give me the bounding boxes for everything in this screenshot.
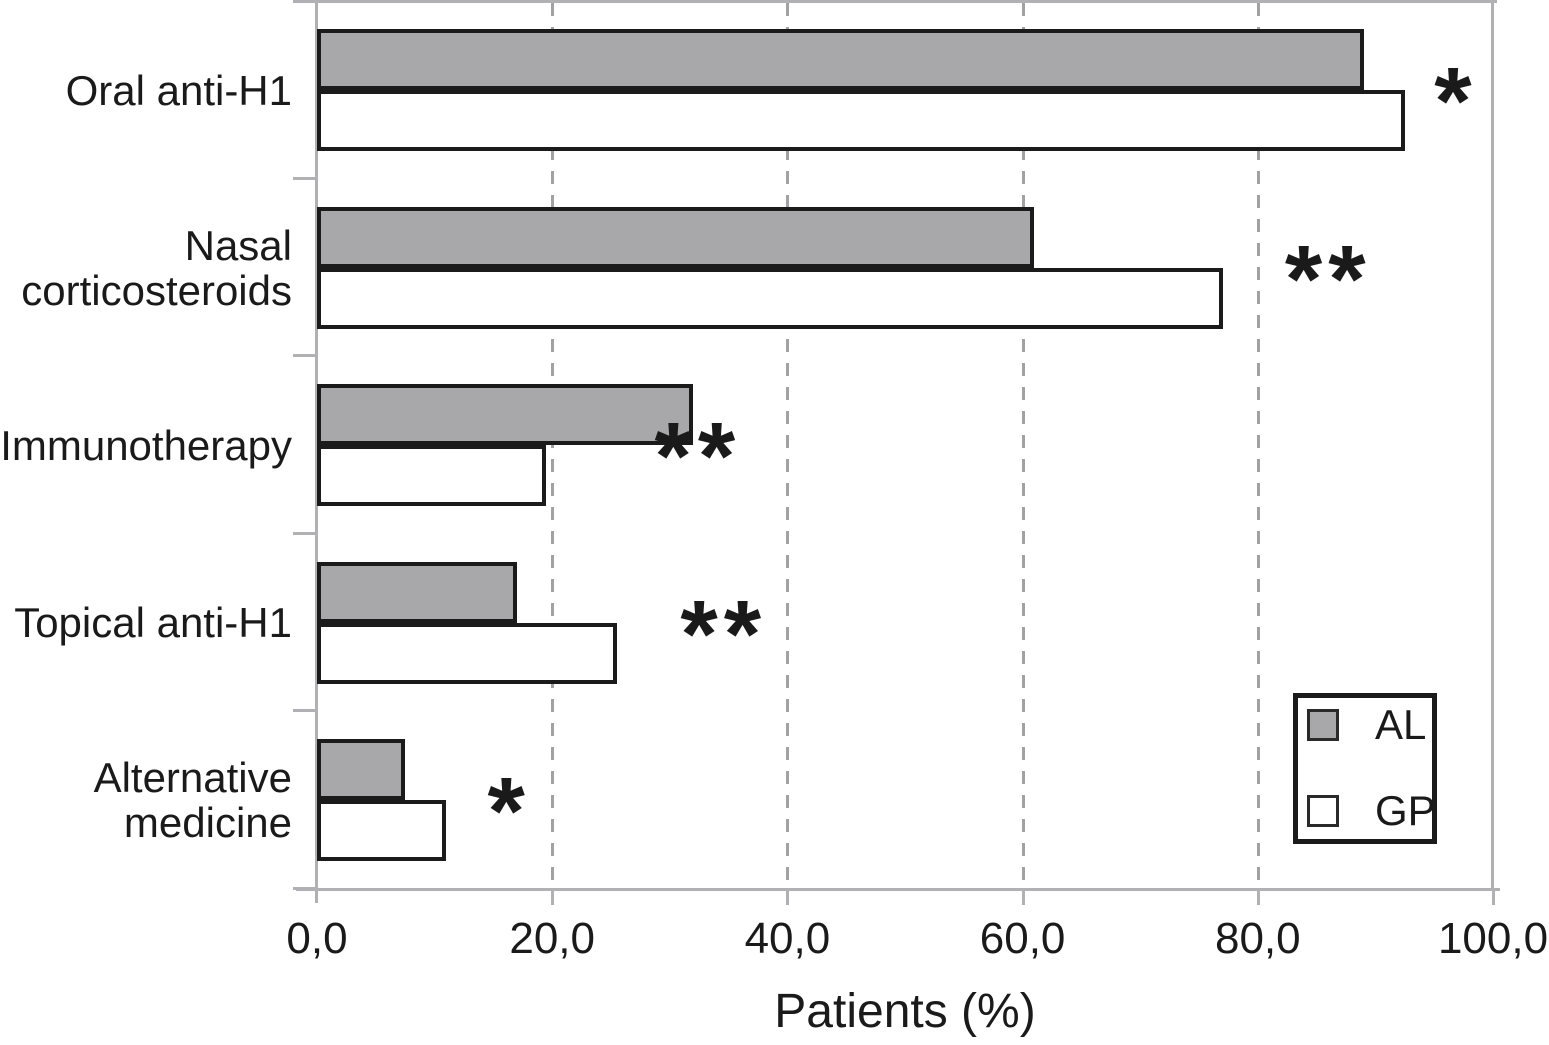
x-axis-title: Patients (%) — [774, 985, 1036, 1038]
category-label: Oral anti-H1 — [0, 68, 292, 113]
gridline-60 — [1021, 3, 1025, 888]
x-tick — [1492, 891, 1495, 905]
plot-right-border — [1491, 0, 1494, 890]
x-tick — [786, 891, 790, 905]
gp-bar — [317, 800, 446, 862]
gp-series-swatch — [1307, 795, 1339, 827]
y-tick — [293, 887, 317, 890]
gridline-40 — [786, 3, 790, 888]
al-bar — [317, 29, 1364, 90]
y-tick — [293, 709, 317, 713]
x-tick-label: 60,0 — [979, 914, 1066, 963]
legend: AL GP — [1293, 693, 1437, 844]
significance-marker: * — [487, 758, 531, 866]
al-bar — [317, 561, 517, 623]
category-label: Alternative medicine — [0, 755, 292, 845]
x-tick-label: 100,0 — [1437, 914, 1549, 963]
x-tick-label: 40,0 — [744, 914, 831, 963]
plot-top-border — [293, 0, 1497, 3]
y-axis-line — [315, 0, 318, 903]
x-tick — [551, 891, 555, 905]
x-tick-label: 0,0 — [286, 914, 348, 963]
y-tick — [293, 531, 317, 535]
category-label-line: medicine — [123, 799, 292, 847]
gp-bar — [317, 622, 617, 684]
al-bar — [317, 739, 405, 801]
category-label: Topical anti-H1 — [0, 600, 292, 645]
x-tick — [1256, 891, 1260, 905]
significance-marker: ** — [1284, 225, 1372, 333]
x-tick-label: 20,0 — [509, 914, 595, 963]
gp-bar — [317, 445, 546, 507]
gp-bar — [317, 90, 1405, 151]
y-tick — [293, 0, 317, 3]
x-tick — [1021, 891, 1025, 905]
al-bar — [317, 206, 1034, 268]
x-axis-line — [296, 888, 1500, 891]
x-tick-label: 80,0 — [1214, 914, 1301, 963]
significance-marker: ** — [654, 403, 742, 511]
y-tick — [293, 354, 317, 358]
category-label: Nasal corticosteroids — [0, 223, 292, 313]
category-label-line: Topical anti-H1 — [14, 599, 292, 647]
significance-marker: * — [1434, 48, 1478, 155]
al-series-swatch — [1307, 709, 1339, 741]
category-label-line: Nasal — [184, 221, 292, 269]
legend-label-al: AL — [1375, 701, 1427, 748]
category-label-line: Immunotherapy — [0, 421, 292, 469]
legend-item-al: AL — [1307, 701, 1427, 748]
gp-bar — [317, 267, 1223, 329]
y-tick — [293, 176, 317, 180]
category-label-line: Oral anti-H1 — [65, 66, 292, 114]
gridline-20 — [551, 3, 555, 888]
legend-item-gp: GP — [1307, 787, 1436, 834]
al-bar — [317, 384, 693, 446]
significance-marker: ** — [680, 580, 768, 688]
legend-label-gp: GP — [1375, 787, 1436, 834]
gridline-80 — [1256, 3, 1260, 888]
category-label-line: corticosteroids — [21, 266, 292, 314]
category-label-line: Alternative — [93, 754, 292, 802]
category-label: Immunotherapy — [0, 423, 292, 468]
